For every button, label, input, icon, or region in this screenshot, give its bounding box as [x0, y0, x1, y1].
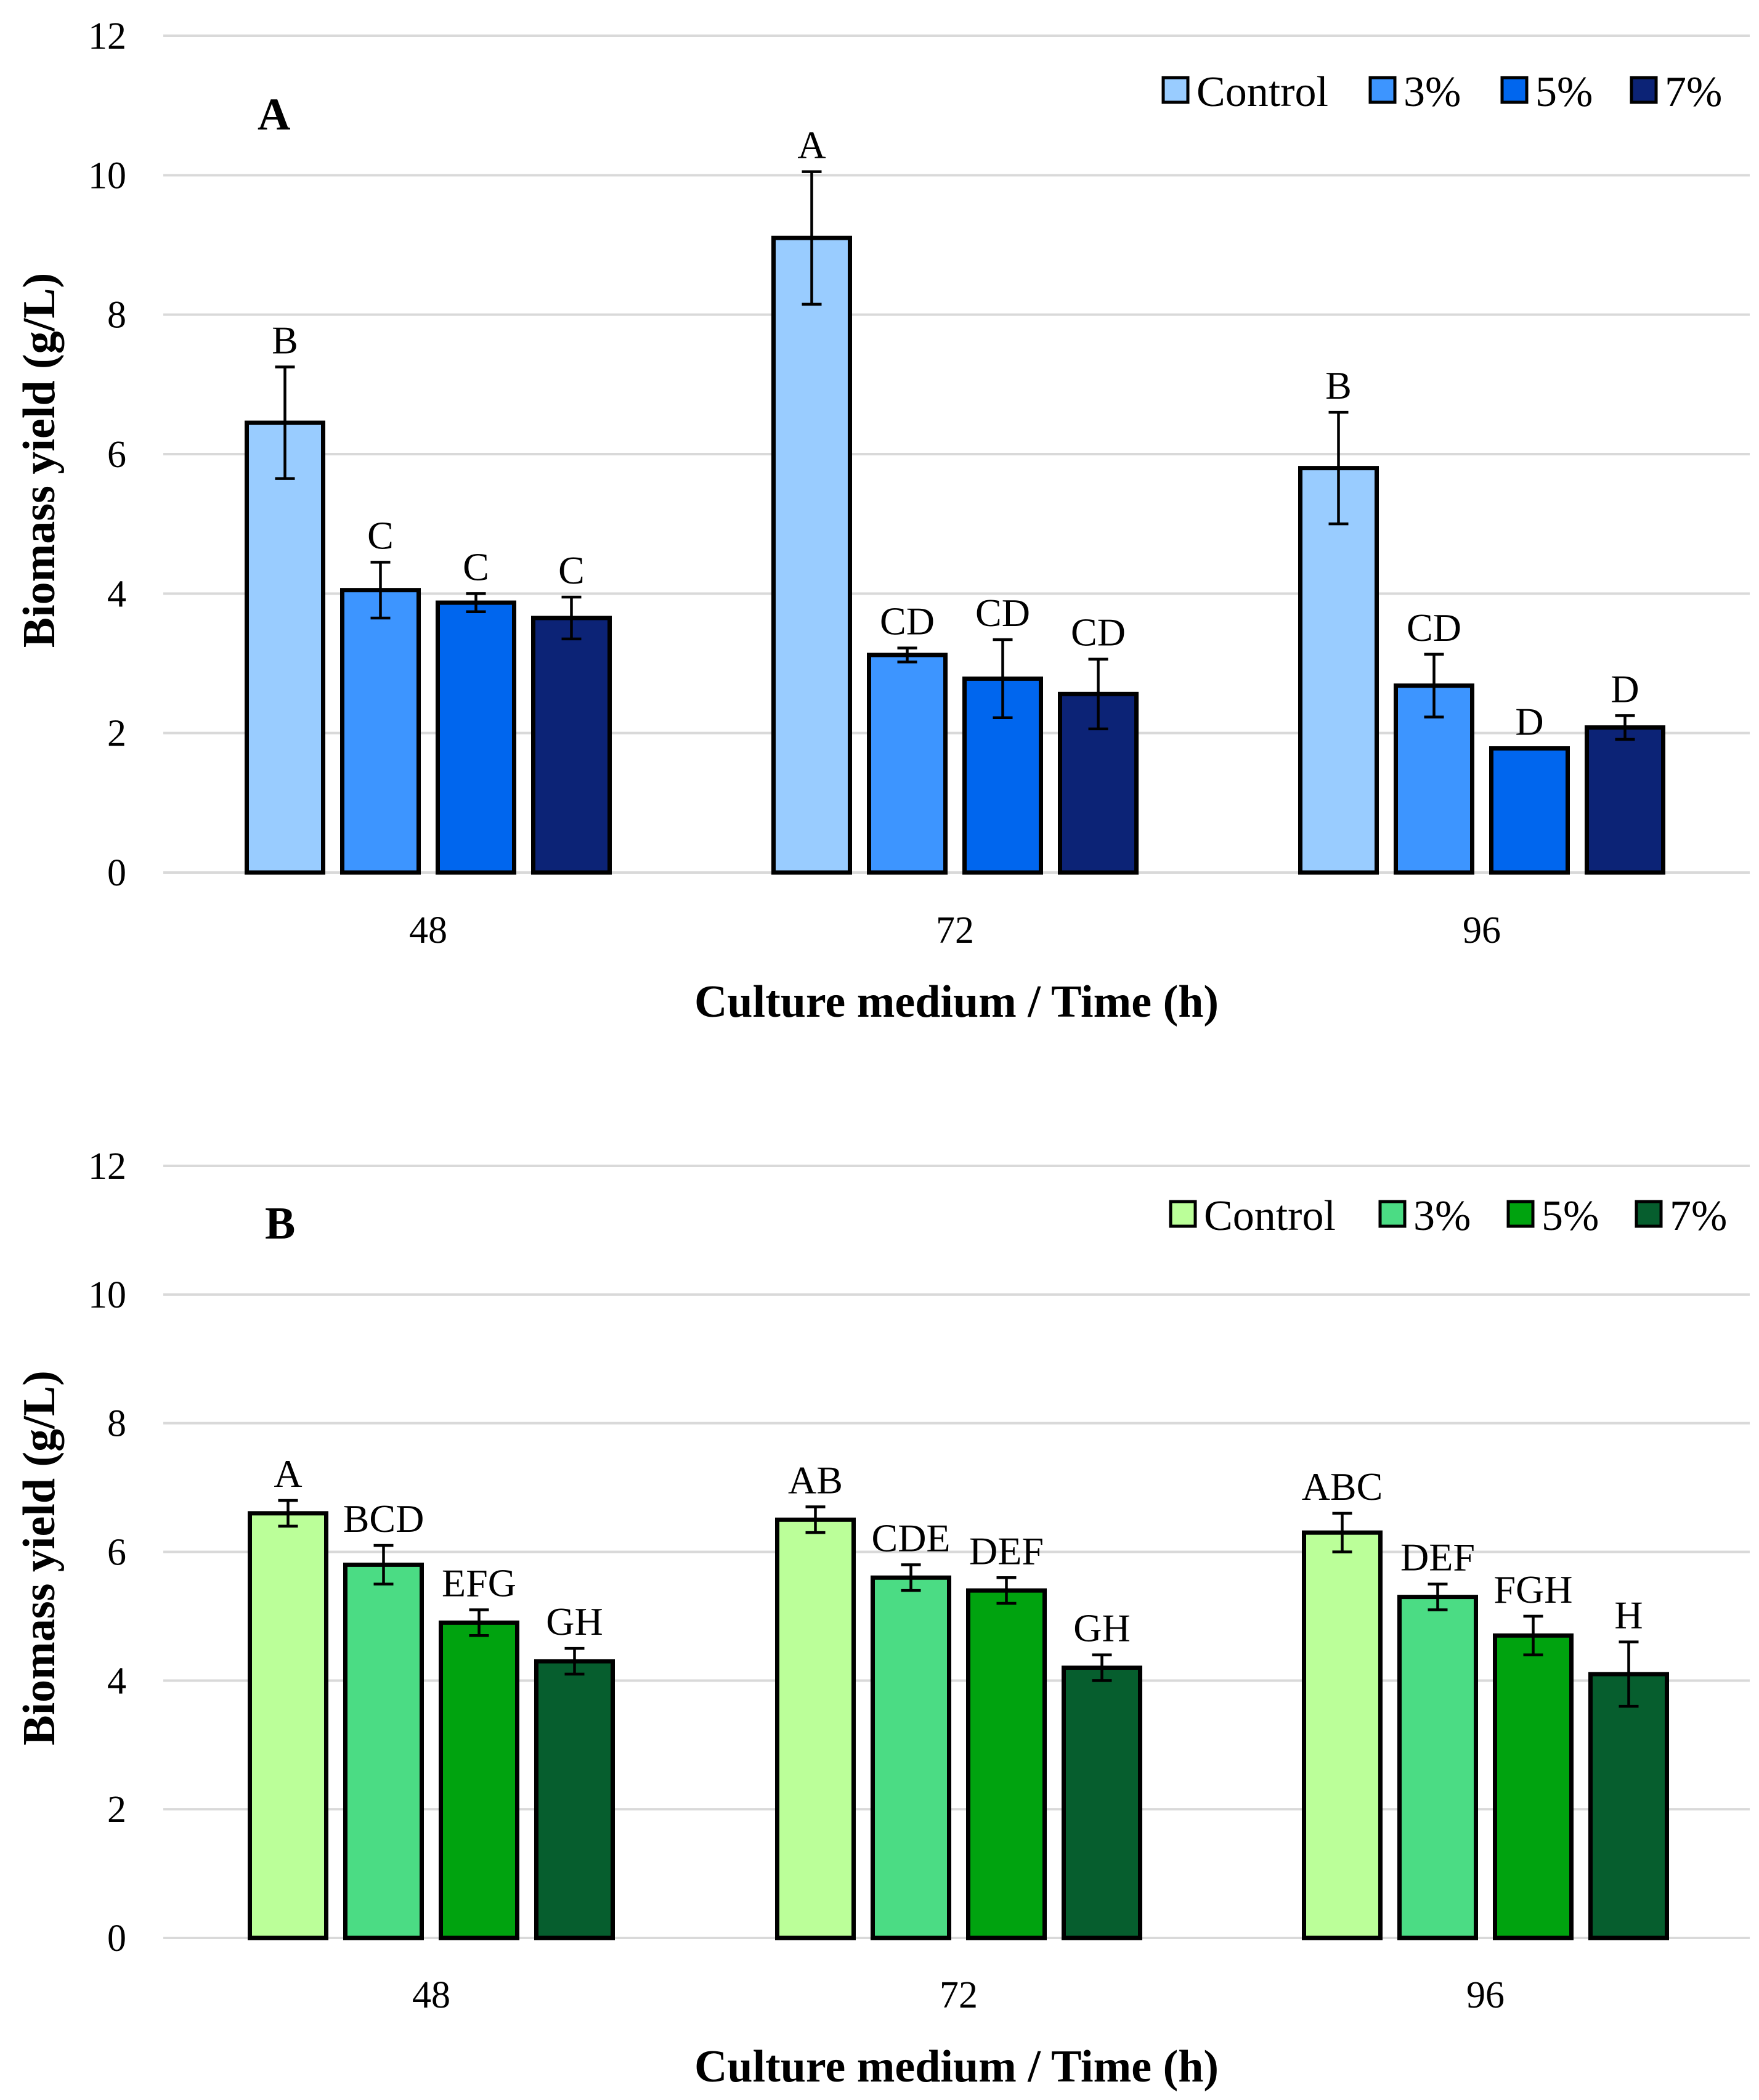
panel-b-sig-label-72-series-0: AB	[788, 1458, 843, 1502]
panel-a-sig-label-96-series-3: D	[1611, 667, 1639, 710]
panel-b-x-tick-48: 48	[412, 1974, 450, 2016]
panel-a-legend-label-0: Control	[1196, 68, 1328, 116]
panel-a-chart: 0 2 4 6 8 10 12 B A B C CD CD C CD D C CD D 48 72 96 Culture m…	[14, 15, 1750, 1027]
panel-a-legend-swatch-1	[1368, 76, 1397, 104]
panel-b-bar-48-series-3	[534, 1659, 615, 1940]
panel-a-y-tick-10: 10	[88, 155, 126, 197]
panel-b-sig-label-48-series-1: BCD	[343, 1497, 425, 1540]
panel-a-sig-label-72-series-2: CD	[975, 591, 1030, 635]
panel-a-sig-label-96-series-2: D	[1515, 700, 1543, 744]
panel-a-x-tick-72: 72	[936, 910, 974, 951]
panel-b-y-axis-title: Biomass yield (g/L)	[14, 1370, 65, 1745]
panel-a-sig-label-48-series-0: B	[272, 319, 298, 362]
panel-a-bar-96-series-3	[1585, 725, 1665, 875]
panel-b-sig-label-72-series-1: CDE	[872, 1516, 951, 1560]
panel-b-sig-label-48-series-2: EFG	[442, 1561, 516, 1605]
panel-b-bar-48-series-0	[248, 1511, 328, 1940]
panel-a-y-tick-0: 0	[107, 852, 126, 894]
panel-b-legend: Control 3% 5% 7%	[1169, 1192, 1727, 1240]
panel-b-bar-72-series-3	[1062, 1665, 1142, 1940]
panel-a-y-axis-title: Biomass yield (g/L)	[14, 273, 65, 648]
panel-a-legend-label-2: 5%	[1535, 68, 1593, 116]
panel-b-y-tick-12: 12	[88, 1146, 126, 1187]
panel-b-legend-label-0: Control	[1204, 1192, 1336, 1240]
panel-a-sig-label-96-series-0: B	[1325, 364, 1352, 407]
panel-a-bar-48-series-1	[340, 588, 421, 875]
panel-b-bar-96-series-0	[1302, 1530, 1383, 1940]
panel-b-bar-96-series-2	[1493, 1633, 1574, 1940]
panel-a-legend-swatch-2	[1500, 76, 1529, 104]
panel-b-legend-label-3: 7%	[1670, 1192, 1727, 1240]
panel-b-sig-label-96-series-0: ABC	[1302, 1465, 1383, 1508]
panel-b-x-axis-title: Culture medium / Time (h)	[694, 2041, 1219, 2092]
panel-a-y-tick-4: 4	[107, 573, 126, 615]
panel-a-legend-label-3: 7%	[1665, 68, 1722, 116]
panel-a-legend: Control 3% 5% 7%	[1161, 68, 1722, 116]
panel-b-y-tick-8: 8	[107, 1403, 126, 1445]
panel-b-sig-label-48-series-3: GH	[546, 1600, 603, 1643]
panel-a-legend-swatch-3	[1630, 76, 1658, 104]
panel-b-y-tick-4: 4	[107, 1660, 126, 1702]
panel-a-sig-label-72-series-3: CD	[1071, 611, 1126, 654]
panel-b-label: B	[265, 1199, 295, 1249]
panel-b-sig-label-72-series-2: DEF	[969, 1529, 1044, 1573]
panel-a-bar-72-series-0	[771, 235, 852, 875]
panel-b-legend-swatch-0	[1169, 1200, 1197, 1228]
panel-b-sig-label-72-series-3: GH	[1073, 1606, 1130, 1650]
panel-b-legend-label-1: 3%	[1413, 1192, 1471, 1240]
panel-a-sig-label-48-series-1: C	[367, 513, 394, 557]
panel-a-bar-96-series-2	[1489, 746, 1570, 875]
panel-b-bar-96-series-3	[1588, 1672, 1669, 1940]
panel-a-sig-label-96-series-1: CD	[1407, 606, 1461, 649]
panel-b-legend-swatch-1	[1378, 1200, 1407, 1228]
panel-a-sig-label-72-series-1: CD	[880, 600, 935, 643]
panel-b-chart: 0 2 4 6 8 10 12 A AB ABC BCD CDE DEF EFG DEF FGH GH GH H 48…	[14, 1146, 1750, 2092]
panel-b-sig-label-96-series-1: DEF	[1400, 1536, 1475, 1579]
panel-a-bar-72-series-1	[867, 653, 948, 875]
panel-a-y-tick-12: 12	[88, 15, 126, 57]
panel-b-bar-96-series-1	[1397, 1595, 1478, 1940]
panel-b-bar-72-series-0	[775, 1517, 856, 1940]
panel-b-y-tick-0: 0	[107, 1918, 126, 1960]
panel-b-y-tick-6: 6	[107, 1532, 126, 1574]
panel-a-sig-label-48-series-3: C	[558, 548, 585, 592]
panel-b-sig-label-96-series-3: H	[1614, 1593, 1643, 1637]
panel-b-bar-72-series-1	[871, 1575, 951, 1940]
panel-b-sig-label-48-series-0: A	[274, 1452, 302, 1496]
panel-a-sig-label-48-series-2: C	[463, 545, 489, 588]
panel-a-y-tick-2: 2	[107, 713, 126, 755]
panel-a-bar-48-series-0	[245, 420, 325, 875]
panel-b-bar-48-series-2	[439, 1620, 519, 1940]
panel-b-legend-swatch-3	[1635, 1200, 1663, 1228]
panel-b-legend-swatch-2	[1506, 1200, 1535, 1228]
panel-b-y-tick-10: 10	[88, 1274, 126, 1316]
panel-b-bar-48-series-1	[343, 1562, 424, 1940]
panel-b-bar-72-series-2	[966, 1588, 1047, 1940]
panel-a-y-tick-8: 8	[107, 295, 126, 336]
panel-a-x-tick-96: 96	[1463, 910, 1501, 951]
panel-b-y-tick-2: 2	[107, 1789, 126, 1831]
panel-b-legend-label-2: 5%	[1542, 1192, 1599, 1240]
panel-b-x-tick-72: 72	[940, 1974, 978, 2016]
panel-a-legend-label-1: 3%	[1404, 68, 1461, 116]
panel-a-x-axis-title: Culture medium / Time (h)	[694, 977, 1219, 1027]
panel-a-legend-swatch-0	[1161, 76, 1190, 104]
panel-a-label: A	[258, 89, 290, 140]
panel-a-bar-48-series-2	[436, 600, 516, 875]
panel-a-bar-48-series-3	[531, 616, 612, 875]
panel-a-sig-label-72-series-0: A	[797, 123, 826, 167]
panel-b-sig-label-96-series-2: FGH	[1493, 1568, 1572, 1611]
panel-a-x-tick-48: 48	[409, 910, 447, 951]
panel-b-x-tick-96: 96	[1466, 1974, 1505, 2016]
panel-a-y-tick-6: 6	[107, 434, 126, 476]
panel-a-bar-96-series-0	[1298, 466, 1379, 875]
